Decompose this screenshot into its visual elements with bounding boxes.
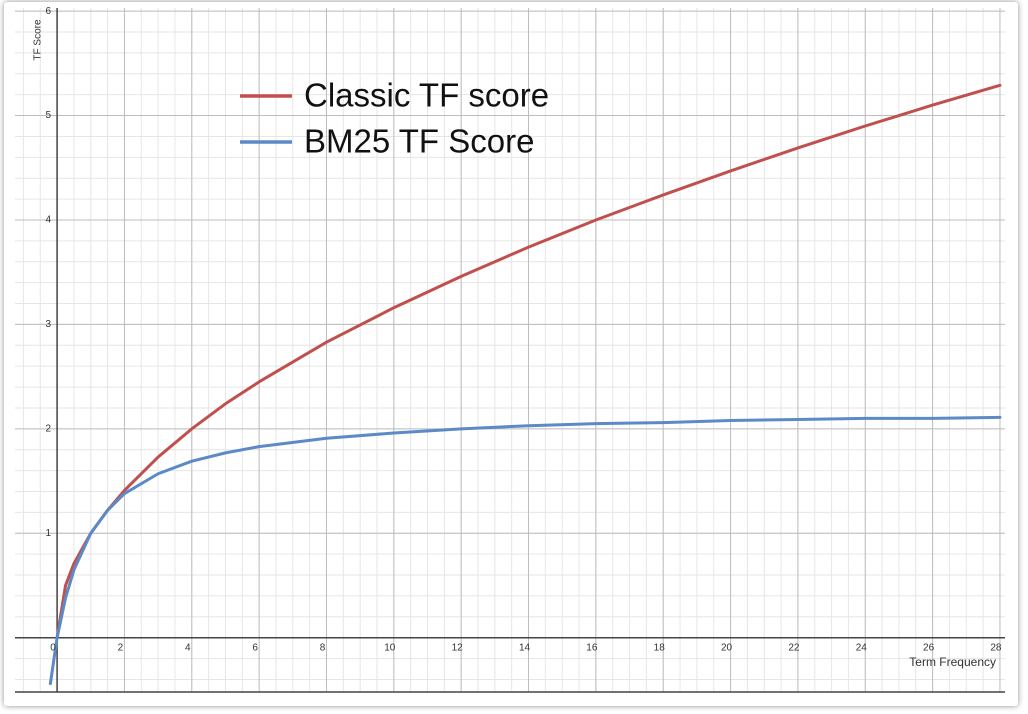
x-tick-label: 0 — [50, 642, 56, 653]
y-tick-label: 2 — [46, 423, 52, 434]
x-tick-label: 26 — [923, 642, 935, 653]
y-tick-label: 4 — [46, 215, 52, 226]
x-tick-label: 18 — [654, 642, 666, 653]
line-series — [48, 415, 1002, 686]
y-tick-label: 1 — [46, 528, 52, 539]
x-tick-label: 8 — [320, 642, 326, 653]
x-tick-label: 10 — [384, 642, 396, 653]
x-tick-label: 4 — [185, 642, 191, 653]
x-tick-label: 24 — [856, 642, 868, 653]
x-tick-label: 12 — [452, 642, 464, 653]
x-tick-label: 14 — [519, 642, 531, 653]
y-tick-label: 6 — [46, 6, 52, 17]
legend-label: BM25 TF Score — [304, 123, 534, 160]
y-tick-label: 3 — [46, 319, 52, 330]
marks — [48, 83, 1002, 686]
x-tick-label: 22 — [788, 642, 800, 653]
x-tick-label: 2 — [118, 642, 124, 653]
x-tick-label: 28 — [990, 642, 1002, 653]
x-tick-label: 16 — [586, 642, 598, 653]
x-tick-label: 6 — [252, 642, 258, 653]
x-axis-label: Term Frequency — [909, 655, 996, 669]
legend-label: Classic TF score — [304, 77, 549, 114]
y-axis-label: TF Score — [33, 19, 44, 61]
grid — [15, 8, 1005, 693]
y-tick-label: 5 — [46, 110, 52, 121]
x-tick-label: 20 — [721, 642, 733, 653]
plot-background — [15, 8, 1005, 692]
